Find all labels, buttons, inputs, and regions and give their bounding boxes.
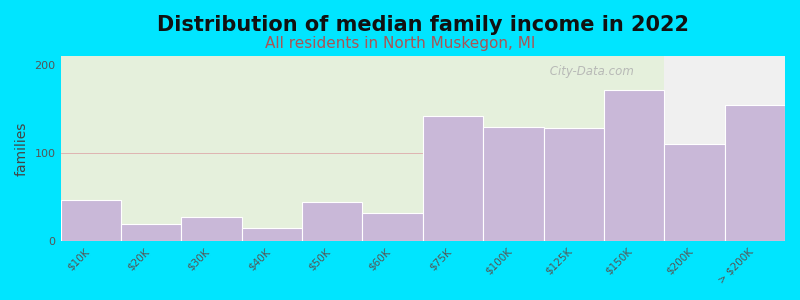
Bar — [604, 89, 664, 241]
Bar — [61, 200, 121, 241]
Title: Distribution of median family income in 2022: Distribution of median family income in … — [157, 15, 689, 35]
Bar — [362, 213, 422, 241]
Bar — [242, 228, 302, 241]
Bar — [422, 116, 483, 241]
Text: All residents in North Muskegon, MI: All residents in North Muskegon, MI — [265, 36, 535, 51]
Bar — [483, 127, 543, 241]
Bar — [664, 144, 725, 241]
Bar — [61, 56, 664, 241]
Bar — [302, 202, 362, 241]
Bar — [543, 128, 604, 241]
Bar — [725, 104, 785, 241]
Text: City-Data.com: City-Data.com — [546, 65, 634, 78]
Bar — [182, 218, 242, 241]
Y-axis label: families: families — [15, 122, 29, 176]
Bar — [121, 224, 182, 241]
